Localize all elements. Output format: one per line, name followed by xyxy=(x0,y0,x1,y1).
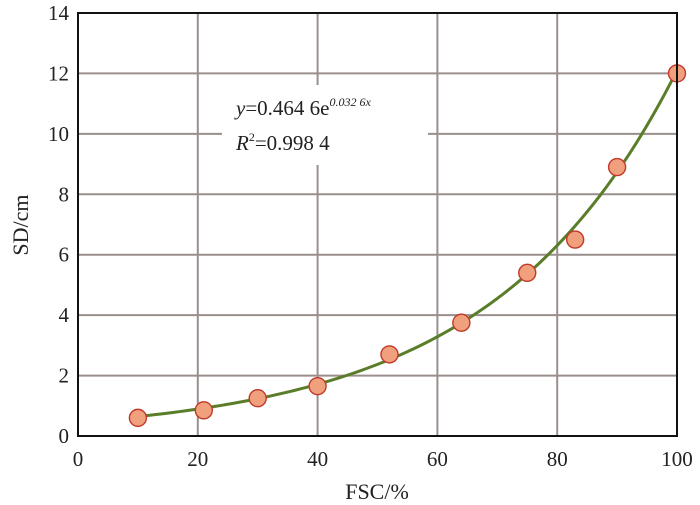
data-point xyxy=(607,157,627,177)
data-point xyxy=(518,263,537,283)
y-tick-label: 8 xyxy=(59,182,70,206)
x-tick-label: 0 xyxy=(73,447,84,471)
r-squared-text: R2=0.998 4 xyxy=(235,130,330,155)
equation-exponent: 0.032 6x xyxy=(330,95,372,109)
equation-var: y xyxy=(234,96,246,120)
data-point xyxy=(380,345,399,364)
plot-frame xyxy=(77,12,678,437)
fit-curve xyxy=(137,69,679,419)
x-tick-label: 80 xyxy=(547,447,568,471)
fit-curve-group xyxy=(137,69,679,419)
data-points xyxy=(128,64,687,428)
y-tick-label: 0 xyxy=(59,424,70,448)
y-tick-labels: 0 2 4 6 8 10 12 14 xyxy=(48,1,70,448)
y-tick-label: 4 xyxy=(59,303,70,327)
y-tick-label: 2 xyxy=(59,364,70,388)
y-tick-label: 14 xyxy=(48,1,70,25)
grid-lines xyxy=(77,12,678,437)
data-point xyxy=(248,389,267,408)
y-tick-label: 12 xyxy=(48,61,69,85)
r2-var: R xyxy=(235,131,249,155)
data-point xyxy=(452,313,471,332)
r2-body: =0.998 4 xyxy=(255,131,330,155)
x-tick-label: 100 xyxy=(661,447,693,471)
equation-body: =0.464 6e xyxy=(245,96,329,120)
equation-text: y=0.464 6e0.032 6x xyxy=(234,95,372,120)
data-point xyxy=(194,401,213,420)
y-tick-label: 6 xyxy=(59,243,70,267)
y-axis-title: SD/cm xyxy=(8,194,33,255)
data-point xyxy=(565,230,585,249)
x-tick-labels: 0 20 40 60 80 100 xyxy=(73,447,693,471)
x-tick-label: 40 xyxy=(307,447,328,471)
x-axis-title: FSC/% xyxy=(345,479,409,504)
data-point xyxy=(128,408,148,428)
equation-box xyxy=(222,85,428,165)
y-tick-label: 10 xyxy=(48,122,69,146)
r2-sup: 2 xyxy=(249,130,255,144)
data-point xyxy=(308,376,327,396)
x-tick-label: 60 xyxy=(427,447,448,471)
x-tick-label: 20 xyxy=(187,447,208,471)
